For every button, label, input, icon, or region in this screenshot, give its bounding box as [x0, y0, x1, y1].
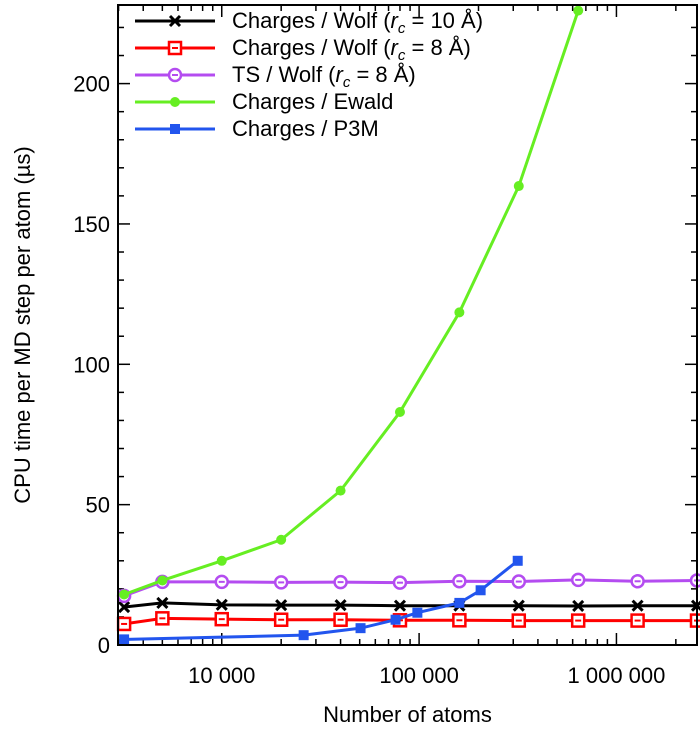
series-line	[123, 616, 697, 626]
data-point	[412, 607, 423, 618]
data-point	[512, 599, 525, 612]
data-point	[393, 599, 407, 612]
y-tick-label: 200	[73, 72, 110, 97]
data-point	[334, 599, 347, 612]
data-point	[572, 599, 585, 613]
data-point	[394, 407, 405, 418]
data-point	[168, 14, 182, 28]
x-tick-label: 10 000	[188, 663, 255, 688]
series-line	[123, 601, 697, 609]
data-point	[631, 599, 644, 612]
data-point	[390, 614, 401, 625]
data-point	[454, 307, 465, 318]
legend-label: Charges / Ewald	[232, 89, 393, 114]
data-point	[275, 599, 288, 612]
data-point	[335, 485, 346, 496]
y-tick-label: 150	[73, 212, 110, 237]
data-point	[355, 623, 366, 634]
y-tick-label: 50	[86, 493, 110, 518]
data-point	[119, 634, 130, 645]
legend-label: Charges / P3M	[232, 116, 379, 141]
x-tick-label: 100 000	[379, 663, 459, 688]
data-point	[118, 601, 131, 614]
data-point	[276, 534, 287, 545]
plot-frame	[117, 4, 698, 646]
legend-label: Charges / Wolf (rc = 8 Å)	[232, 35, 471, 64]
data-point	[215, 598, 228, 611]
x-tick-label: 1 000 000	[568, 663, 666, 688]
legend-label: Charges / Wolf (rc = 10 Å)	[232, 8, 483, 37]
series-line	[123, 578, 698, 598]
data-point	[298, 630, 309, 641]
x-axis-label: Number of atoms	[323, 702, 492, 727]
data-point	[475, 585, 486, 596]
data-point	[170, 124, 180, 134]
data-point	[157, 575, 168, 586]
y-tick-label: 0	[98, 633, 110, 658]
data-point	[512, 555, 523, 566]
data-point	[119, 589, 130, 600]
data-point	[156, 596, 169, 609]
data-point	[216, 555, 227, 566]
y-axis-label: CPU time per MD step per atom (µs)	[10, 146, 35, 503]
data-point	[513, 181, 524, 192]
data-point	[454, 597, 465, 608]
y-tick-label: 100	[73, 352, 110, 377]
data-point	[170, 97, 180, 107]
data-point	[573, 5, 584, 16]
legend-label: TS / Wolf (rc = 8 Å)	[232, 62, 416, 91]
